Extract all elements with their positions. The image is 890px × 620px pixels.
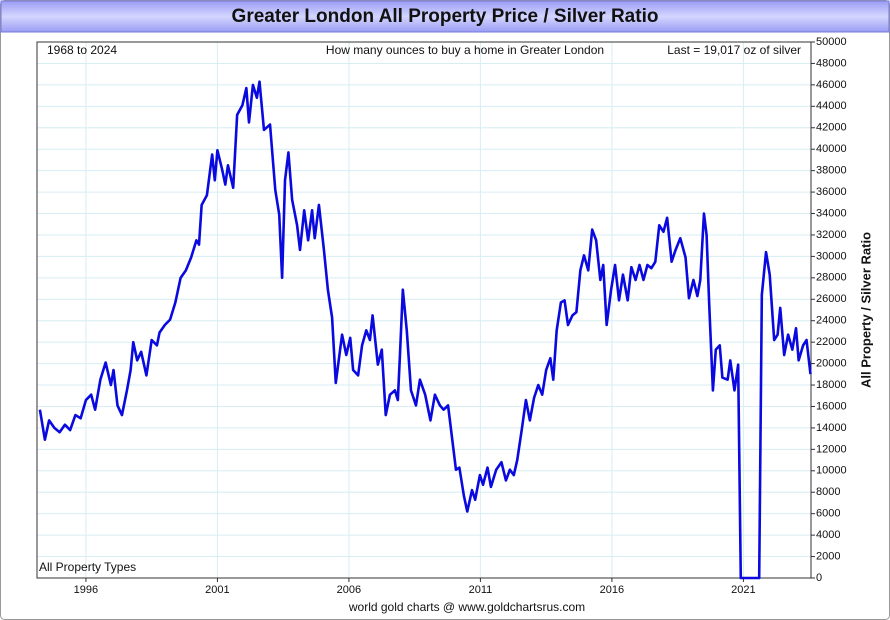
plot-border xyxy=(36,41,812,579)
data-line xyxy=(38,80,812,580)
annotation: Last = 19,017 oz of silver xyxy=(667,43,801,57)
y-tick-label: 14000 xyxy=(816,422,847,434)
y-tick-label: 24000 xyxy=(816,315,847,327)
x-tick-label: 2006 xyxy=(337,584,361,596)
x-tick-label: 1996 xyxy=(74,584,98,596)
x-tick-label: 2021 xyxy=(731,584,755,596)
y-tick-label: 12000 xyxy=(816,443,847,455)
chart-title: Greater London All Property Price / Silv… xyxy=(232,6,659,27)
y-tick-label: 18000 xyxy=(816,379,847,391)
x-tick-label: 2016 xyxy=(600,584,624,596)
y-tick-label: 6000 xyxy=(816,508,840,520)
source: world gold charts @ www.goldchartsrus.co… xyxy=(348,600,585,614)
y-tick-label: 50000 xyxy=(816,36,847,48)
y-tick-label: 36000 xyxy=(816,186,847,198)
y-tick-label: 38000 xyxy=(816,165,847,177)
annotation: All Property Types xyxy=(39,560,136,574)
y-axis-label: All Property / Silver Ratio xyxy=(858,232,873,388)
y-tick-label: 32000 xyxy=(816,229,847,241)
annotation: How many ounces to buy a home in Greater… xyxy=(326,43,604,57)
y-tick-label: 40000 xyxy=(816,143,847,155)
y-tick-label: 8000 xyxy=(816,486,840,498)
y-tick-label: 22000 xyxy=(816,336,847,348)
x-tick-label: 2001 xyxy=(205,584,229,596)
y-tick-label: 28000 xyxy=(816,272,847,284)
y-tick-label: 10000 xyxy=(816,465,847,477)
y-tick-label: 4000 xyxy=(816,529,840,541)
y-tick-label: 2000 xyxy=(816,550,840,562)
title-bar xyxy=(0,0,890,33)
y-tick-label: 44000 xyxy=(816,100,847,112)
y-tick-label: 20000 xyxy=(816,358,847,370)
y-tick-label: 46000 xyxy=(816,79,847,91)
x-tick-label: 2011 xyxy=(469,584,493,596)
y-tick-label: 34000 xyxy=(816,207,847,219)
y-tick-label: 30000 xyxy=(816,250,847,262)
y-tick-label: 0 xyxy=(816,572,822,584)
y-tick-label: 48000 xyxy=(816,57,847,69)
y-tick-label: 26000 xyxy=(816,293,847,305)
annotation: 1968 to 2024 xyxy=(47,43,117,57)
y-tick-label: 16000 xyxy=(816,400,847,412)
y-tick-label: 42000 xyxy=(816,122,847,134)
